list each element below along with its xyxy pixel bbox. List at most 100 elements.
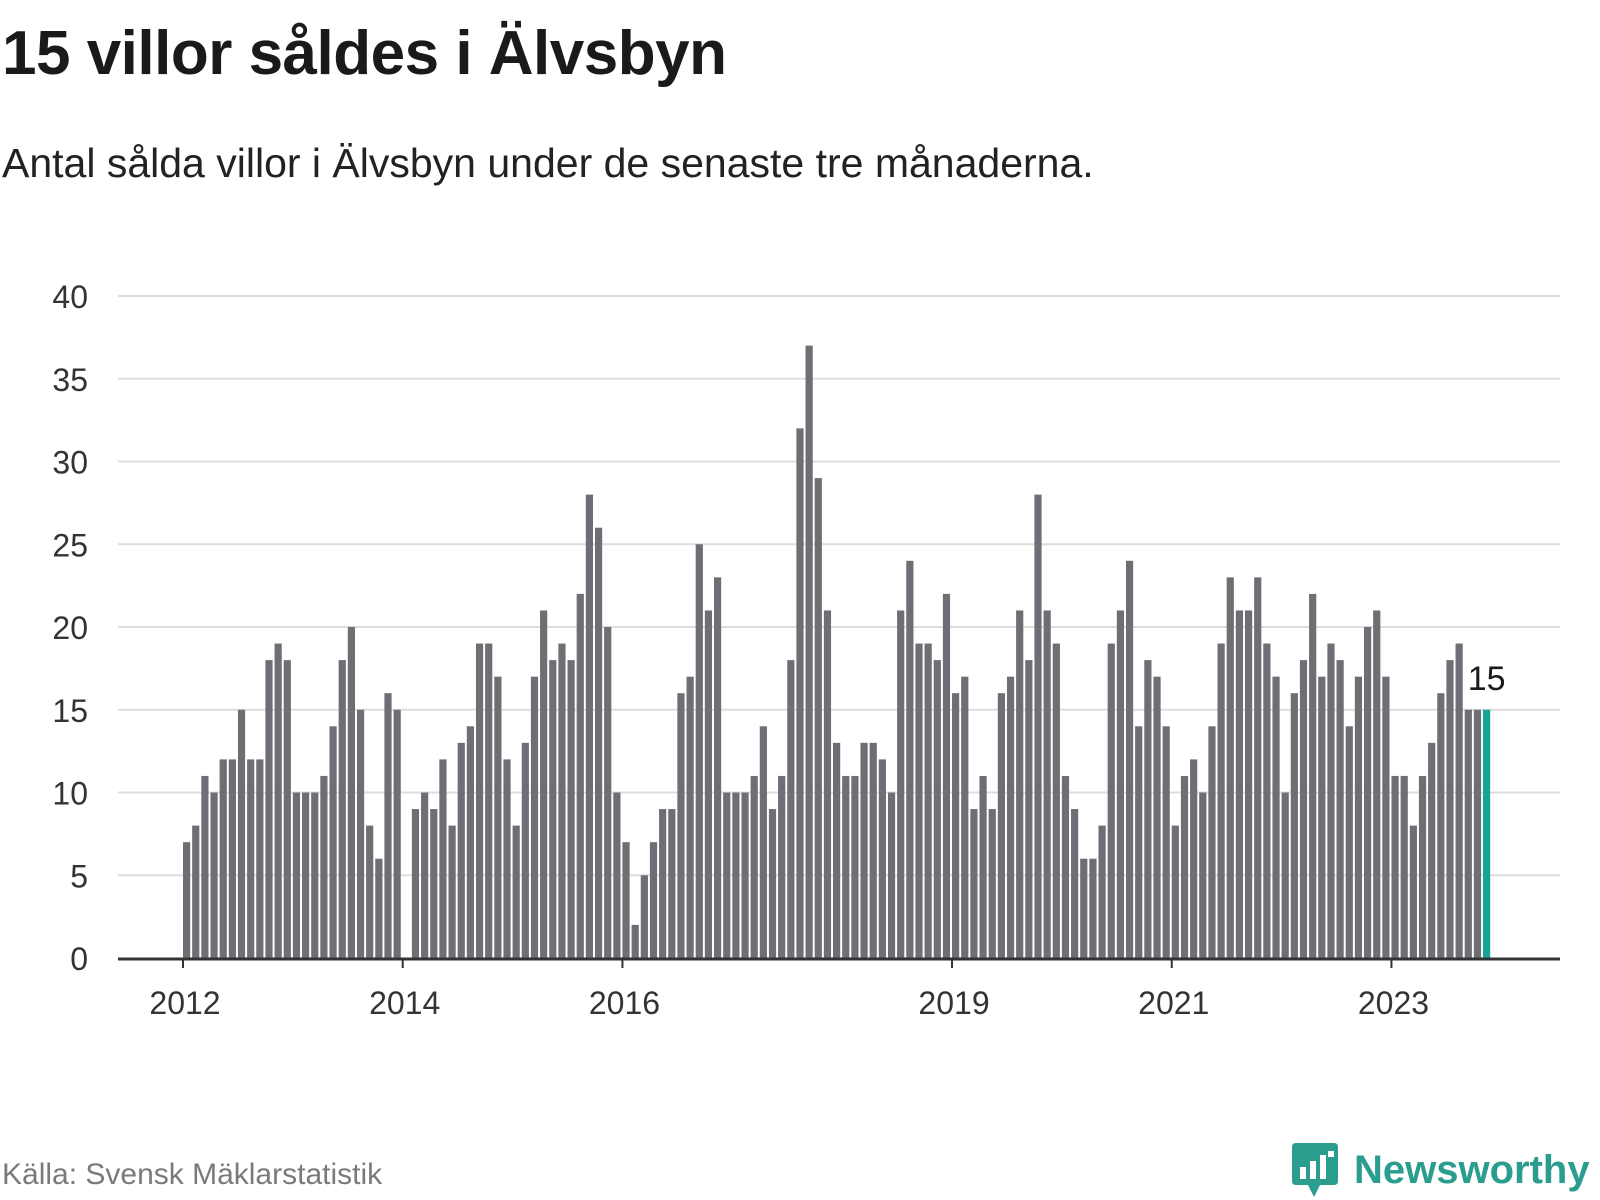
bar	[558, 643, 566, 958]
bar	[274, 643, 282, 958]
bar	[842, 775, 850, 958]
bar	[1235, 610, 1244, 958]
bar	[668, 809, 676, 958]
bar	[1107, 643, 1115, 958]
bar	[183, 842, 191, 958]
bar	[1071, 809, 1079, 958]
bar	[1043, 610, 1051, 958]
bar	[604, 627, 612, 958]
bar	[823, 610, 832, 958]
y-tick-label: 5	[70, 858, 88, 894]
bar	[750, 775, 758, 958]
y-tick-label: 0	[70, 941, 88, 977]
newsworthy-logo-icon	[1292, 1143, 1338, 1197]
bar	[375, 858, 383, 958]
bar	[540, 610, 548, 958]
bar	[201, 775, 209, 958]
bars	[183, 345, 1491, 958]
bar	[1263, 643, 1271, 958]
chart-subtitle: Antal sålda villor i Älvsbyn under de se…	[2, 140, 1094, 186]
bar	[1025, 660, 1033, 958]
bar	[1428, 742, 1436, 958]
bar	[613, 792, 621, 958]
bar	[1135, 726, 1143, 958]
bar	[1318, 676, 1326, 958]
bar	[1473, 709, 1482, 958]
bar	[311, 792, 319, 958]
bar	[622, 842, 630, 958]
bar	[640, 875, 648, 958]
bar	[1016, 610, 1024, 958]
bar	[933, 660, 941, 958]
bar	[302, 792, 310, 958]
brand-name: Newsworthy	[1354, 1147, 1590, 1192]
bar	[430, 809, 438, 958]
bar	[686, 676, 694, 958]
bar	[1309, 593, 1317, 958]
y-tick-label: 20	[52, 610, 88, 646]
bar	[594, 527, 603, 958]
x-tick-label: 2016	[589, 985, 660, 1021]
bar	[713, 577, 722, 958]
bar	[265, 660, 273, 958]
bar	[320, 775, 328, 958]
bar	[439, 759, 447, 958]
newsworthy-logo[interactable]: Newsworthy	[1290, 1140, 1590, 1200]
bar	[695, 544, 703, 958]
bar	[1144, 660, 1152, 958]
bar	[485, 643, 493, 958]
bar	[1171, 825, 1179, 958]
bar	[192, 825, 200, 958]
bar	[1418, 775, 1427, 958]
bar	[1281, 792, 1289, 958]
bar	[237, 709, 246, 958]
bar	[549, 660, 557, 958]
bar	[1116, 610, 1125, 958]
bar	[1409, 825, 1417, 958]
bar	[1272, 676, 1280, 958]
bar	[1336, 660, 1344, 958]
bar	[1052, 643, 1060, 958]
bar	[1382, 676, 1390, 958]
bar	[924, 643, 932, 958]
y-axis-tick-labels: 0 5 10 15 20 25 30 35 40	[52, 279, 88, 977]
y-tick-label: 40	[52, 279, 88, 315]
bar	[1089, 858, 1097, 958]
bar	[906, 560, 914, 958]
bar	[1363, 627, 1372, 958]
bar	[869, 742, 877, 958]
bar	[448, 825, 456, 958]
bar	[1162, 726, 1170, 958]
bar	[567, 660, 575, 958]
x-tick-label: 2021	[1138, 985, 1209, 1021]
bar	[457, 742, 465, 958]
bar	[915, 643, 923, 958]
bar	[1464, 709, 1472, 958]
bar	[521, 742, 529, 958]
bar	[576, 593, 584, 958]
bar	[1437, 693, 1445, 958]
bar	[1226, 577, 1234, 958]
bar	[952, 693, 960, 958]
bar	[677, 693, 685, 958]
bar	[1034, 494, 1042, 958]
source-note: Källa: Svensk Mäklarstatistik	[2, 1158, 383, 1191]
bar	[1217, 643, 1225, 958]
bar	[1455, 643, 1463, 958]
bar	[1446, 660, 1454, 958]
x-tick-label: 2019	[918, 985, 989, 1021]
bar	[778, 775, 786, 958]
bar	[466, 726, 475, 958]
bar	[1098, 825, 1106, 958]
bar	[1345, 726, 1353, 958]
bar	[805, 345, 813, 958]
bar	[1327, 643, 1335, 958]
bar	[887, 792, 896, 958]
bar	[988, 809, 996, 958]
bar	[1061, 775, 1070, 958]
y-tick-label: 25	[52, 527, 88, 563]
y-tick-label: 15	[52, 693, 88, 729]
bar	[494, 676, 502, 958]
bar	[1208, 726, 1216, 958]
highlight-value-label: 15	[1468, 660, 1506, 698]
